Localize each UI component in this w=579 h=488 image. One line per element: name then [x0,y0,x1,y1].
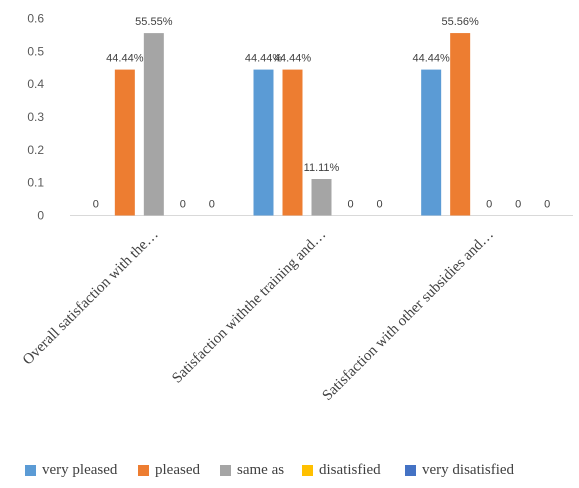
bar [253,69,274,216]
legend-label: same as [237,462,285,478]
data-label: 0 [544,199,550,211]
legend-item-disatisfied: disatisfied [302,462,381,479]
legend-swatch-pleased [138,465,149,476]
data-label: 55.56% [442,16,480,28]
data-label: 0 [486,199,492,211]
y-tick-label: 0.2 [27,143,44,157]
bar [450,33,471,216]
legend-item-very-pleased: very pleased [25,462,117,479]
data-label: 11.11% [304,162,340,174]
legend-label: disatisfied [319,462,381,478]
data-label: 0 [93,199,99,211]
legend-label: very pleased [42,462,118,478]
data-label: 0 [209,199,215,211]
y-tick-label: 0.5 [27,44,44,58]
legend-swatch-very-pleased [25,465,36,476]
legend-swatch-disatisfied [302,465,313,476]
data-label: 0 [376,199,382,211]
bar [114,69,135,216]
data-label: 0 [180,199,186,211]
category-label: Overall satisfaction with the… [20,227,162,369]
data-label: 44.44% [245,53,283,65]
y-tick-label: 0.1 [27,176,44,190]
y-tick-label: 0.4 [27,77,44,91]
legend-swatch-very-disatisfied [405,465,416,476]
legend-item-same-as: same as [220,462,284,479]
data-label: 0 [347,199,353,211]
data-label: 44.44% [106,53,144,65]
data-label: 44.44% [413,53,451,65]
legend: very pleased pleased same as disatisfied… [0,462,579,484]
y-tick-label: 0.6 [27,12,44,26]
legend-swatch-same-as [220,465,231,476]
bar-chart: 0 0.1 0.2 0.3 0.4 0.5 0.6 0 44.44% 55.55% 0 0 Overal… [20,12,573,404]
data-label: 44.44% [274,53,312,65]
bar [143,33,164,216]
legend-item-very-disatisfied: very disatisfied [405,462,514,479]
legend-label: pleased [155,462,200,478]
legend-item-pleased: pleased [138,462,200,479]
bar [282,69,303,216]
category-label: Satisfaction with other subsidies and… [320,227,497,404]
data-label: 0 [515,199,521,211]
category-label: Satisfaction withthe training and… [169,227,329,387]
y-tick-label: 0 [37,209,44,223]
y-tick-label: 0.3 [27,110,44,124]
bar [421,69,442,216]
legend-label: very disatisfied [422,462,515,478]
bar [311,179,332,216]
data-label: 55.55% [135,16,173,28]
